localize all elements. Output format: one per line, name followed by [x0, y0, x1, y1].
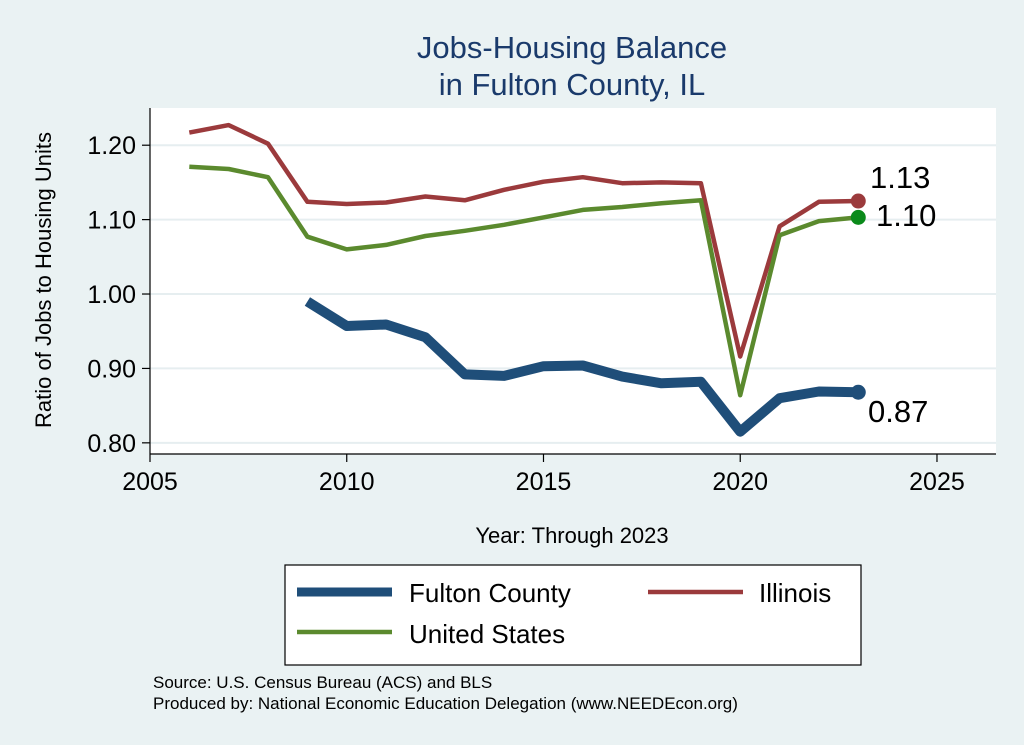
- x-tick-label: 2025: [909, 468, 965, 496]
- y-tick-label: 0.80: [87, 430, 136, 458]
- end-label-united-states: 1.10: [876, 198, 936, 233]
- end-marker-illinois: [850, 193, 866, 209]
- y-tick-label: 1.00: [87, 281, 136, 309]
- source-line-2: Produced by: National Economic Education…: [153, 694, 738, 713]
- y-axis-ticks: 0.80 0.90 1.00 1.10 1.20: [87, 132, 150, 458]
- series-lines: [188, 122, 859, 437]
- y-tick-label: 0.90: [87, 355, 136, 383]
- series-line-fulton-county: [304, 297, 859, 437]
- legend-label-fulton-county: Fulton County: [409, 578, 571, 608]
- series-line-illinois: [188, 122, 859, 359]
- end-markers: [850, 193, 866, 400]
- end-label-illinois: 1.13: [870, 160, 930, 195]
- y-tick-label: 1.10: [87, 207, 136, 235]
- series-line-united-states: [189, 164, 859, 398]
- legend-label-united-states: United States: [409, 619, 565, 649]
- end-marker-united-states: [850, 209, 866, 225]
- x-tick-label: 2020: [712, 468, 768, 496]
- legend-box: [284, 564, 862, 666]
- source-line-1: Source: U.S. Census Bureau (ACS) and BLS: [153, 673, 492, 692]
- end-marker-fulton-county: [850, 384, 866, 400]
- x-tick-label: 2010: [319, 468, 375, 496]
- x-axis-ticks: 2005 2010 2015 2020 2025: [122, 454, 965, 496]
- x-tick-label: 2015: [516, 468, 572, 496]
- end-label-fulton-county: 0.87: [868, 394, 928, 429]
- y-axis-label: Ratio of Jobs to Housing Units: [31, 132, 56, 428]
- chart-title-line-2: in Fulton County, IL: [439, 67, 706, 102]
- legend-label-illinois: Illinois: [759, 578, 831, 608]
- x-tick-label: 2005: [122, 468, 178, 496]
- y-tick-label: 1.20: [87, 132, 136, 160]
- chart-title-line-1: Jobs-Housing Balance: [417, 30, 727, 65]
- x-axis-label: Year: Through 2023: [475, 523, 668, 548]
